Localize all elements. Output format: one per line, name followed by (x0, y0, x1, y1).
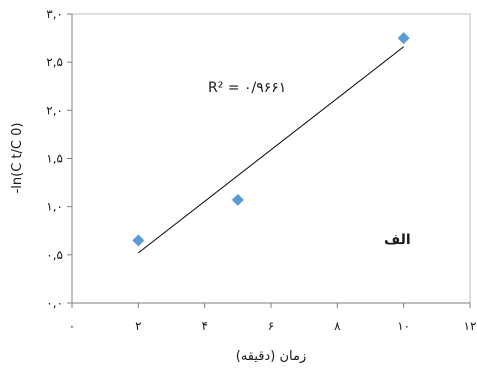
x-ticks: ۰ ۲ ۴ ۶ ۸ ۱۰ ۱۲ (69, 303, 477, 333)
panel-label: الف (384, 232, 411, 248)
y-tick-label: ۰,۵ (46, 248, 63, 262)
y-tick-label: ۱,۰ (46, 200, 63, 214)
x-tick-label: ۶ (268, 319, 274, 333)
y-ticks: ۰,۰ ۰,۵ ۱,۰ ۱,۵ ۲,۰ ۲,۵ ۳,۰ (46, 7, 72, 310)
y-tick-label: ۳,۰ (46, 7, 63, 21)
x-tick-label: ۱۲ (464, 319, 477, 333)
x-axis-label: زمان (دقیقه) (236, 349, 307, 364)
data-point (132, 234, 145, 247)
x-tick-label: ۴ (201, 319, 207, 333)
y-tick-label: ۰,۰ (46, 296, 63, 310)
data-point (231, 193, 244, 206)
r-squared-annotation: R² = ۰/۹۶۶۱ (208, 80, 286, 96)
y-tick-label: ۲,۰ (46, 103, 63, 117)
y-tick-label: ۲,۵ (46, 55, 63, 69)
y-tick-label: ۱,۵ (46, 152, 63, 166)
plot-area (71, 13, 471, 304)
x-tick-label: ۱۰ (397, 319, 410, 333)
y-axis-label: -ln(C t/C 0) (10, 123, 25, 194)
x-tick-label: ۰ (69, 319, 75, 333)
x-tick-label: ۸ (334, 319, 341, 333)
data-points (132, 32, 410, 247)
data-point (397, 32, 410, 45)
trendline (138, 46, 404, 254)
x-tick-label: ۲ (135, 319, 141, 333)
